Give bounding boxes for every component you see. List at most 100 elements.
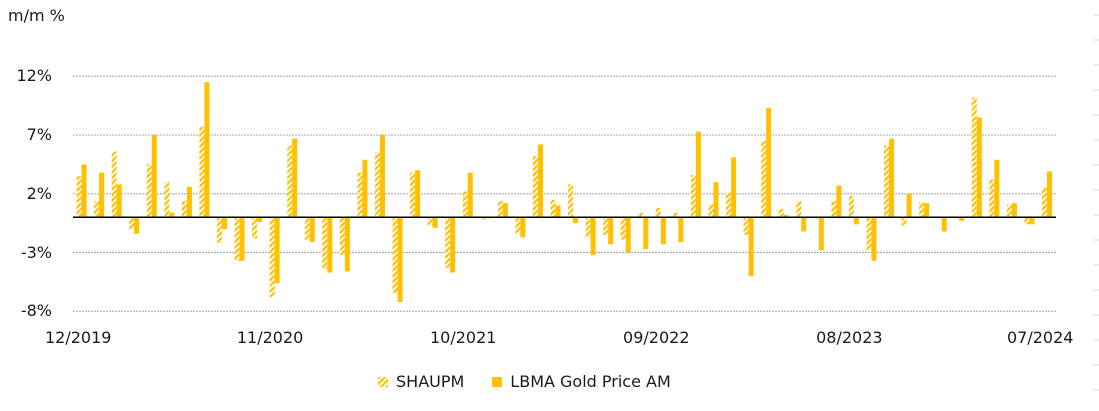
bar-lbma <box>450 217 456 273</box>
y-tick-label: 7% <box>26 125 52 145</box>
bar-shaupm <box>585 217 591 238</box>
bar-lbma <box>222 217 228 230</box>
bar-lbma <box>99 172 105 218</box>
bar-lbma <box>520 217 526 238</box>
bars <box>76 82 1053 302</box>
bar-lbma <box>415 170 421 218</box>
bar-shaupm <box>269 217 275 298</box>
bar-shaupm <box>831 200 837 218</box>
bar-shaupm <box>532 156 538 218</box>
bar-lbma <box>1047 171 1053 218</box>
bar-lbma <box>169 212 175 218</box>
y-axis-title: m/m % <box>8 6 65 25</box>
bar-shaupm <box>848 196 854 218</box>
x-tick-label: 12/2019 <box>45 328 112 347</box>
bar-shaupm <box>620 217 626 240</box>
x-tick-label: 11/2020 <box>236 328 304 347</box>
bar-shaupm <box>919 202 925 218</box>
bar-shaupm <box>462 191 468 218</box>
bar-lbma <box>748 217 754 277</box>
bar-shaupm <box>480 217 486 220</box>
bar-shaupm <box>726 192 732 218</box>
y-tick-label: -8% <box>20 301 52 321</box>
bar-lbma <box>555 205 561 218</box>
bar-shaupm <box>638 212 644 218</box>
bar-shaupm <box>129 217 135 230</box>
bar-lbma <box>1011 203 1017 218</box>
bar-shaupm <box>427 217 433 226</box>
bar-lbma <box>379 135 385 218</box>
bar-lbma <box>906 193 912 218</box>
legend-label: LBMA Gold Price AM <box>510 372 671 391</box>
bar-shaupm <box>164 182 170 218</box>
bar-lbma <box>344 217 350 272</box>
x-tick-label: 10/2021 <box>429 328 497 347</box>
bar-lbma <box>766 108 772 218</box>
bar-lbma <box>502 203 508 218</box>
bar-lbma <box>889 138 895 218</box>
bar-shaupm <box>410 172 416 218</box>
bar-lbma <box>713 182 719 218</box>
bar-shaupm <box>1042 187 1048 218</box>
bar-lbma <box>362 159 368 218</box>
bar-shaupm <box>603 217 609 235</box>
gridlines <box>73 75 1056 312</box>
y-tick-label: -3% <box>20 242 52 262</box>
bar-shaupm <box>234 217 240 261</box>
bar-lbma <box>871 217 877 261</box>
bar-lbma <box>590 217 596 255</box>
bar-lbma <box>116 184 122 218</box>
bar-shaupm <box>339 217 345 255</box>
bar-lbma <box>397 217 403 302</box>
bar-shaupm <box>796 200 802 218</box>
bar-lbma <box>959 217 965 221</box>
bar-shaupm <box>708 204 714 218</box>
bar-shaupm <box>111 151 117 218</box>
bar-shaupm <box>866 217 872 251</box>
solid-swatch-icon <box>492 376 503 387</box>
bar-lbma <box>660 217 666 245</box>
bar-shaupm <box>357 172 363 218</box>
legend-item-lbma: LBMA Gold Price AM <box>492 372 671 391</box>
bar-lbma <box>695 131 701 218</box>
bar-shaupm <box>392 217 398 293</box>
bar-shaupm <box>252 217 258 239</box>
bar-lbma <box>976 117 982 218</box>
bar-shaupm <box>673 212 679 218</box>
bar-lbma <box>573 217 579 224</box>
bar-lbma <box>678 217 684 242</box>
bar-lbma <box>853 217 859 225</box>
bar-shaupm <box>989 179 995 218</box>
bar-shaupm <box>217 217 223 244</box>
bar-shaupm <box>1024 217 1030 225</box>
legend-label: SHAUPM <box>396 372 465 391</box>
bar-lbma <box>151 135 157 218</box>
bar-lbma <box>608 217 614 245</box>
x-tick-label: 09/2022 <box>623 328 690 347</box>
bar-shaupm <box>181 200 187 218</box>
bar-shaupm <box>287 145 293 218</box>
bar-shaupm <box>568 184 574 218</box>
bar-shaupm <box>655 207 661 218</box>
bar-shaupm <box>94 200 100 218</box>
bar-shaupm <box>1006 204 1012 218</box>
x-tick-label: 08/2023 <box>816 328 883 347</box>
bar-lbma <box>731 157 737 218</box>
bar-lbma <box>134 217 140 234</box>
bar-lbma <box>257 217 263 222</box>
bar-lbma <box>941 217 947 232</box>
decorative-edge-ticks <box>1093 14 1099 391</box>
bar-lbma <box>994 159 1000 218</box>
bar-shaupm <box>550 199 556 218</box>
bar-shaupm <box>901 217 907 226</box>
bar-lbma <box>327 217 333 273</box>
bar-shaupm <box>304 217 310 240</box>
bar-shaupm <box>690 175 696 218</box>
legend: SHAUPM LBMA Gold Price AM <box>378 372 699 391</box>
bar-lbma <box>432 217 438 228</box>
bar-shaupm <box>971 97 977 218</box>
bar-lbma <box>204 82 210 218</box>
bar-lbma <box>836 185 842 218</box>
bar-lbma <box>537 144 543 218</box>
bar-shaupm <box>497 200 503 218</box>
